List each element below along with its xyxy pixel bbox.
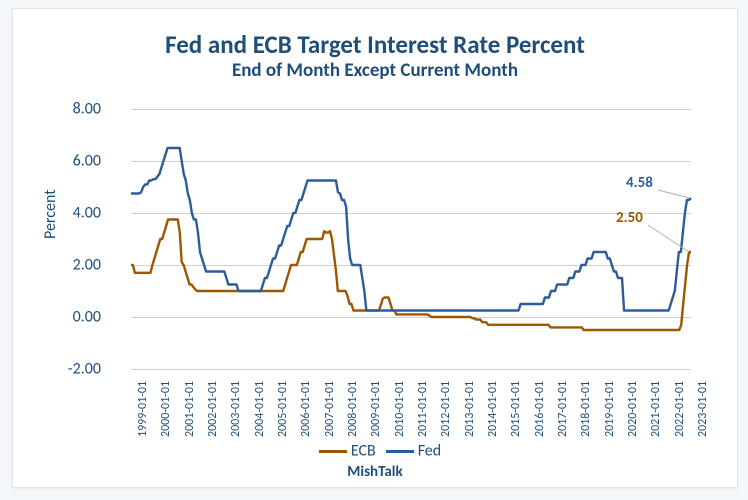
x-tick-label: 2005-01-01: [276, 381, 290, 437]
x-tick-label: 2004-01-01: [253, 381, 267, 437]
y-tick-label: 0.00: [51, 308, 101, 327]
chart-lines-svg: [131, 109, 691, 369]
x-tick-label: 2006-01-01: [299, 381, 313, 437]
legend: ECB Fed: [13, 441, 737, 461]
x-tick-label: 2000-01-01: [159, 381, 173, 437]
x-tick-label: 2012-01-01: [439, 381, 453, 437]
x-tick-label: 2003-01-01: [229, 381, 243, 437]
y-tick-label: 6.00: [51, 152, 101, 171]
x-tick-label: 2018-01-01: [579, 381, 593, 437]
series-line-fed: [131, 148, 691, 311]
source-label: MishTalk: [13, 463, 737, 481]
y-tick-label: -2.00: [51, 360, 101, 379]
x-tick-label: 2015-01-01: [509, 381, 523, 437]
gridline: [131, 369, 691, 370]
data-label-fed: 4.58: [626, 174, 653, 192]
x-tick-label: 2011-01-01: [416, 381, 430, 437]
y-tick-label: 8.00: [51, 100, 101, 119]
x-tick-label: 2008-01-01: [346, 381, 360, 437]
x-tick-label: 2016-01-01: [533, 381, 547, 437]
x-tick-label: 2013-01-01: [463, 381, 477, 437]
y-tick-label: 2.00: [51, 256, 101, 275]
legend-label-ecb: ECB: [351, 442, 376, 461]
chart-card: Fed and ECB Target Interest Rate Percent…: [12, 8, 738, 488]
x-tick-label: 2001-01-01: [183, 381, 197, 437]
legend-label-fed: Fed: [418, 442, 441, 461]
x-tick-label: 2023-01-01: [696, 381, 710, 437]
x-tick-label: 2017-01-01: [556, 381, 570, 437]
chart-title: Fed and ECB Target Interest Rate Percent: [13, 29, 737, 60]
x-tick-label: 2021-01-01: [649, 381, 663, 437]
series-line-ecb: [131, 220, 691, 331]
x-tick-label: 2010-01-01: [393, 381, 407, 437]
chart-subtitle: End of Month Except Current Month: [13, 59, 737, 82]
legend-swatch-fed: [386, 450, 414, 453]
x-tick-label: 2022-01-01: [673, 381, 687, 437]
x-tick-label: 2019-01-01: [603, 381, 617, 437]
y-tick-label: 4.00: [51, 204, 101, 223]
x-tick-label: 2002-01-01: [206, 381, 220, 437]
data-label-ecb: 2.50: [616, 209, 643, 227]
plot-area: [131, 109, 691, 369]
x-tick-label: 1999-01-01: [136, 381, 150, 437]
x-tick-label: 2009-01-01: [369, 381, 383, 437]
x-tick-label: 2020-01-01: [626, 381, 640, 437]
legend-swatch-ecb: [319, 450, 347, 453]
x-tick-label: 2014-01-01: [486, 381, 500, 437]
x-tick-label: 2007-01-01: [323, 381, 337, 437]
